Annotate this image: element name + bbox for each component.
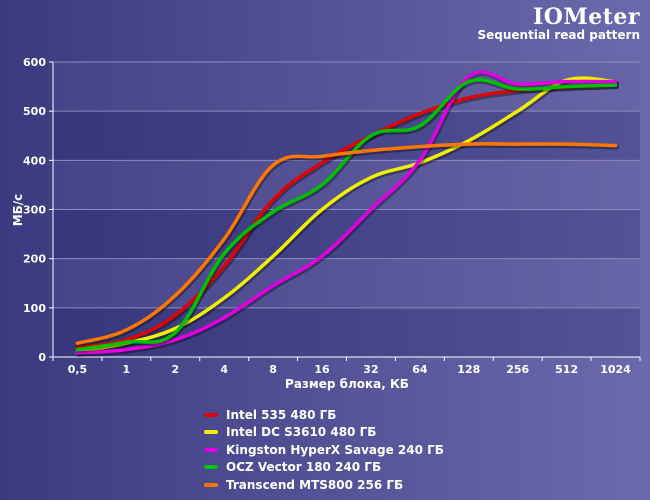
chart-subtitle: Sequential read pattern bbox=[477, 28, 640, 42]
y-tick-label: 0 bbox=[38, 351, 46, 364]
legend-item: Intel 535 480 ГБ bbox=[204, 406, 444, 424]
x-tick-label: 32 bbox=[363, 363, 378, 376]
y-tick-label: 100 bbox=[23, 302, 46, 315]
x-tick-label: 1 bbox=[123, 363, 131, 376]
grid-band bbox=[53, 160, 640, 210]
y-tick-label: 600 bbox=[23, 56, 46, 69]
legend-item: Kingston HyperX Savage 240 ГБ bbox=[204, 441, 444, 459]
legend-label: Transcend MTS800 256 ГБ bbox=[226, 477, 404, 492]
x-tick-label: 512 bbox=[555, 363, 578, 376]
x-tick-label: 128 bbox=[457, 363, 480, 376]
series-line bbox=[75, 142, 618, 345]
legend-swatch bbox=[204, 412, 218, 417]
legend-swatch bbox=[204, 465, 218, 470]
grid-band bbox=[53, 62, 640, 112]
series-line bbox=[75, 70, 618, 355]
legend-swatch bbox=[204, 482, 218, 487]
chart-legend: Intel 535 480 ГБ Intel DC S3610 480 ГБ Kin… bbox=[204, 406, 444, 494]
legend-label: OCZ Vector 180 240 ГБ bbox=[226, 460, 382, 475]
x-tick-label: 256 bbox=[506, 363, 529, 376]
legend-item: Intel DC S3610 480 ГБ bbox=[204, 424, 444, 442]
legend-label: Intel 535 480 ГБ bbox=[226, 407, 337, 422]
y-axis-label: МБ/с bbox=[11, 194, 25, 227]
legend-label: Kingston HyperX Savage 240 ГБ bbox=[226, 442, 444, 457]
series-line bbox=[75, 76, 618, 354]
x-tick-label: 4 bbox=[220, 363, 228, 376]
legend-swatch bbox=[204, 447, 218, 452]
y-tick-label: 300 bbox=[23, 204, 46, 217]
x-tick-label: 2 bbox=[171, 363, 179, 376]
x-axis-label: Размер блока, КБ bbox=[285, 377, 409, 391]
legend-item: Transcend MTS800 256 ГБ bbox=[204, 476, 444, 494]
legend-item: OCZ Vector 180 240 ГБ bbox=[204, 459, 444, 477]
x-tick-label: 0,5 bbox=[68, 363, 88, 376]
legend-swatch bbox=[204, 430, 218, 435]
series-line bbox=[75, 78, 618, 352]
chart-title: IOMeter bbox=[532, 4, 640, 30]
x-tick-label: 16 bbox=[314, 363, 330, 376]
grid-band bbox=[53, 258, 640, 308]
legend-label: Intel DC S3610 480 ГБ bbox=[226, 425, 377, 440]
y-tick-label: 500 bbox=[23, 105, 46, 118]
x-tick-label: 8 bbox=[269, 363, 277, 376]
y-tick-label: 200 bbox=[23, 253, 46, 266]
y-tick-label: 400 bbox=[23, 154, 46, 167]
x-tick-label: 64 bbox=[412, 363, 428, 376]
x-tick-label: 1024 bbox=[600, 363, 631, 376]
